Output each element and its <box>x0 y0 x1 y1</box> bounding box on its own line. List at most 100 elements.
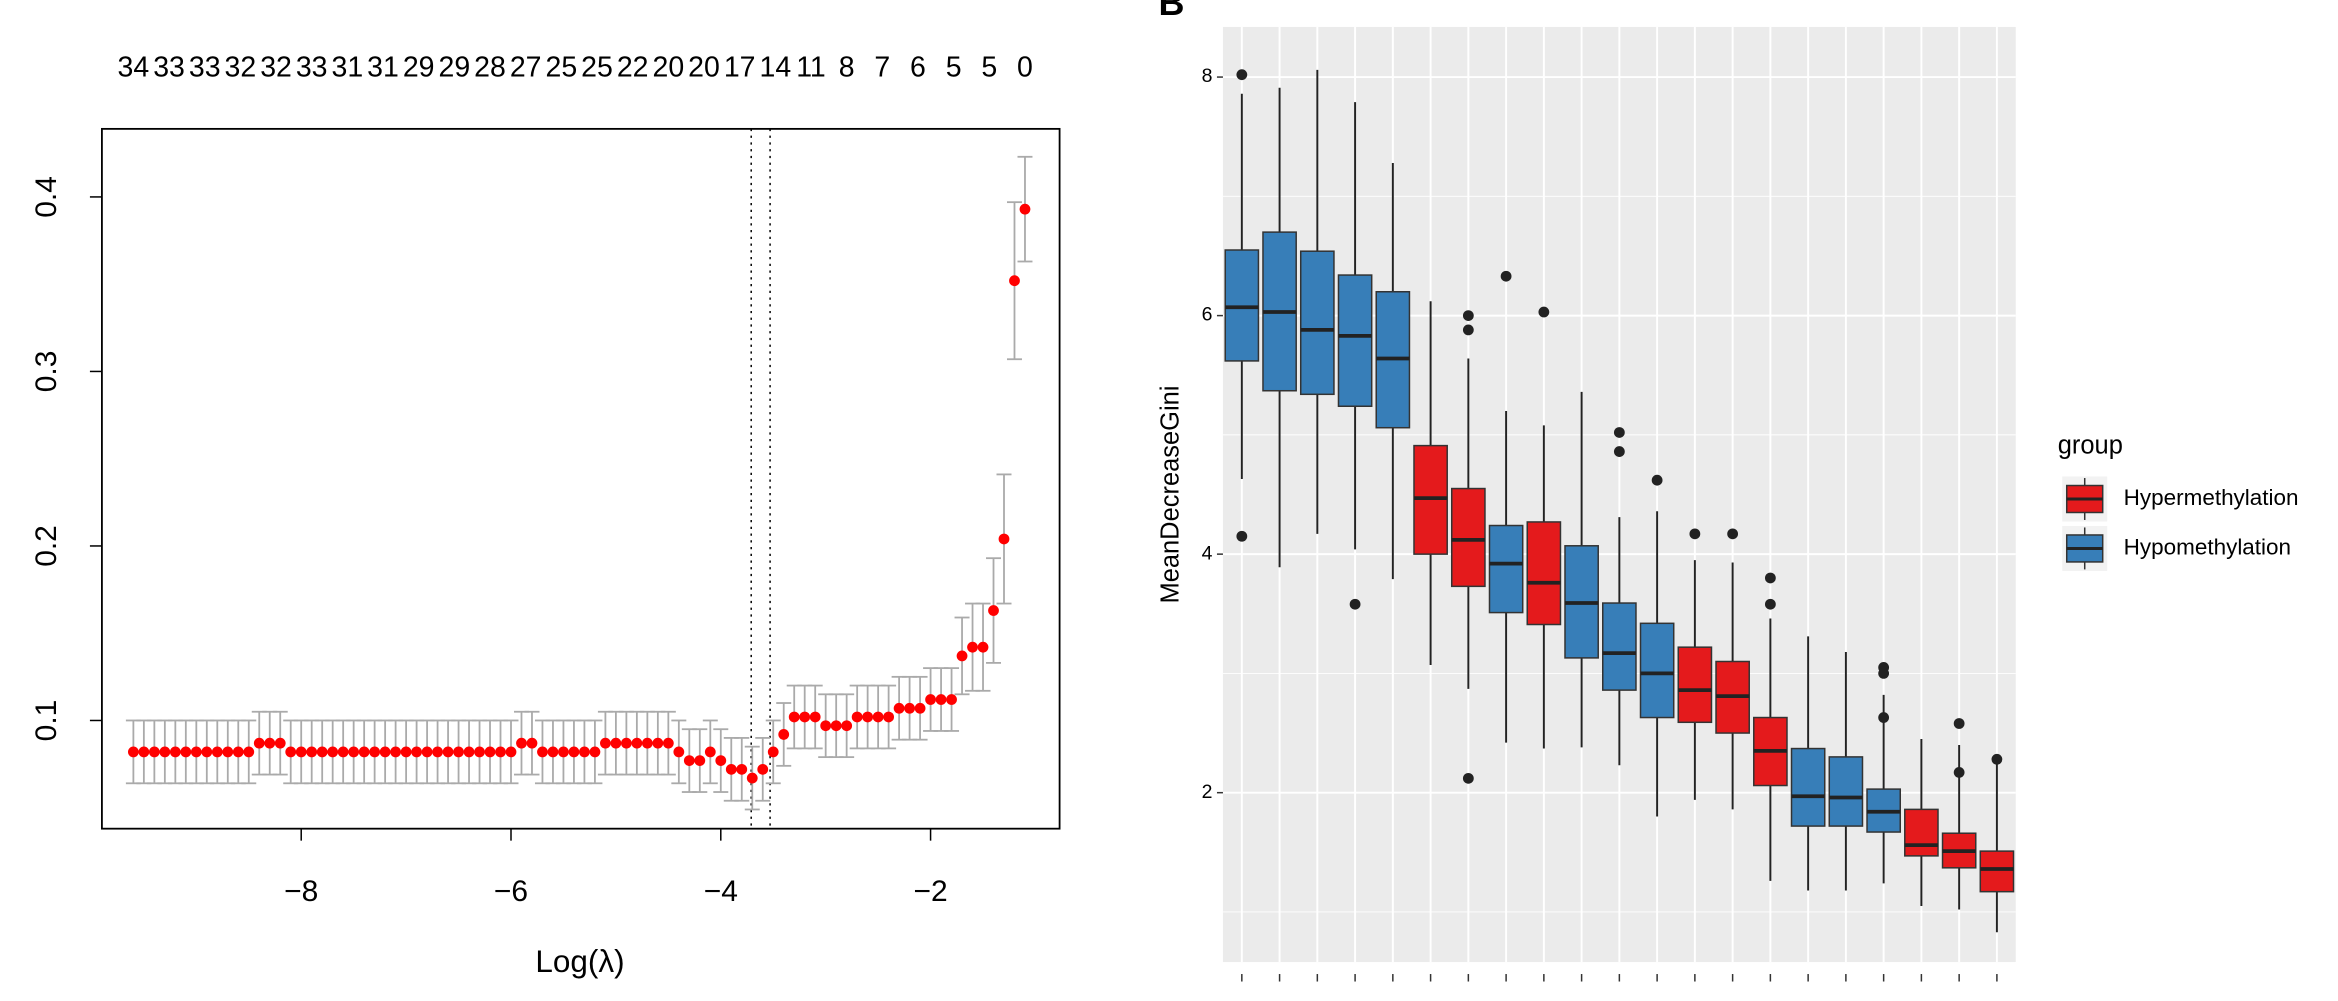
y-tick-label: 0.2 <box>30 525 63 567</box>
top-axis-label: 25 <box>581 51 613 83</box>
point <box>127 746 139 758</box>
point <box>285 746 297 758</box>
point <box>148 746 160 758</box>
point <box>537 746 548 758</box>
point <box>652 737 664 749</box>
point <box>589 746 601 758</box>
top-axis-label: 22 <box>617 51 649 83</box>
x-tick-label: −8 <box>284 875 318 908</box>
top-axis-label: 29 <box>439 51 471 83</box>
point <box>757 763 769 775</box>
top-axis-label: 25 <box>546 51 578 83</box>
outlier <box>1613 446 1625 457</box>
top-axis-label: 11 <box>796 51 826 83</box>
point <box>925 694 936 705</box>
point <box>841 720 853 732</box>
point <box>253 737 265 749</box>
point <box>988 605 999 616</box>
outlier <box>1236 69 1248 81</box>
point <box>180 746 192 758</box>
top-axis-label: 8 <box>839 51 855 83</box>
y-tick-label: 0.3 <box>30 351 63 393</box>
point <box>725 763 737 775</box>
box <box>1450 487 1486 588</box>
point <box>631 737 643 749</box>
outlier <box>1613 427 1625 438</box>
point <box>1009 275 1020 287</box>
point <box>851 711 863 723</box>
y-axis-label: MeanDecreaseGini <box>1157 386 1185 604</box>
point <box>201 746 213 758</box>
top-axis-label: 33 <box>296 51 328 83</box>
top-axis-label: 20 <box>688 51 720 83</box>
box <box>1602 602 1637 691</box>
top-axis-label: 6 <box>910 51 926 83</box>
point <box>1019 203 1031 215</box>
legend-label: Hypermethylation <box>2124 485 2299 510</box>
top-axis-label: 0 <box>1017 51 1033 83</box>
point <box>662 737 674 749</box>
point <box>243 746 255 758</box>
point <box>568 746 580 758</box>
point <box>809 711 821 723</box>
outlier <box>1462 324 1474 336</box>
box <box>1488 524 1524 614</box>
point <box>169 746 181 758</box>
top-axis-label: 34 <box>118 51 150 83</box>
top-axis-label: 28 <box>474 51 506 83</box>
point <box>390 746 402 758</box>
point <box>295 746 307 758</box>
box <box>1677 646 1713 724</box>
point <box>704 746 716 758</box>
point <box>337 746 349 758</box>
point <box>411 746 422 758</box>
top-axis-label: 14 <box>759 51 791 83</box>
panel-label: B <box>1159 0 1185 23</box>
x-tick-label: −2 <box>913 875 947 908</box>
outlier <box>1953 767 1965 778</box>
box <box>1828 756 1864 827</box>
point <box>715 755 727 767</box>
top-axis-label: 29 <box>403 51 435 83</box>
x-tick-label: −6 <box>494 875 528 908</box>
outlier <box>1462 772 1474 784</box>
point <box>746 772 758 784</box>
point <box>893 702 905 714</box>
point <box>610 737 622 749</box>
box <box>1979 850 2015 893</box>
point <box>232 746 244 758</box>
top-axis-label: 31 <box>332 51 364 83</box>
point <box>872 711 884 723</box>
legend-label: Hypomethylation <box>2124 534 2291 559</box>
point <box>442 746 454 758</box>
point <box>516 737 527 749</box>
point <box>683 755 695 767</box>
point <box>736 763 748 775</box>
point <box>883 711 895 723</box>
point <box>316 746 328 758</box>
point <box>474 746 485 758</box>
outlier <box>1500 270 1512 282</box>
point <box>211 746 223 758</box>
point <box>641 737 653 749</box>
point <box>767 746 779 758</box>
outlier <box>1878 668 1890 679</box>
point <box>547 746 559 758</box>
box <box>1904 808 1939 857</box>
point <box>484 746 496 758</box>
point <box>358 746 370 758</box>
point <box>788 711 800 723</box>
outlier <box>1462 310 1474 321</box>
point <box>998 533 1010 545</box>
top-axis-label: 7 <box>874 51 890 83</box>
outlier <box>1538 306 1550 318</box>
point <box>274 737 286 749</box>
box <box>1299 250 1335 396</box>
box <box>1337 274 1373 407</box>
top-axis-label: 31 <box>367 51 399 83</box>
point <box>694 755 706 767</box>
point <box>495 746 506 758</box>
point <box>820 720 832 732</box>
y-tick-label: 4 <box>1202 542 1213 564</box>
top-axis-label: 27 <box>510 51 542 83</box>
